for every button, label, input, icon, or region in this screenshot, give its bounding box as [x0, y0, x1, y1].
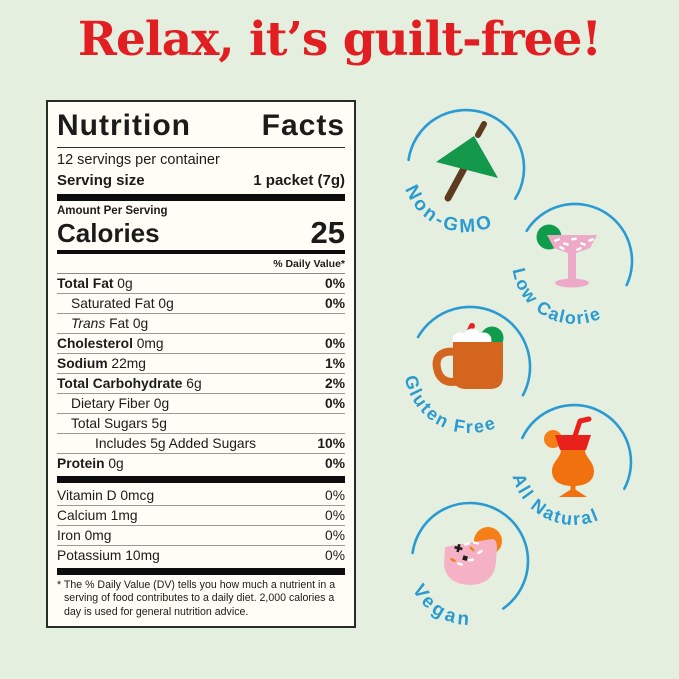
badge-gluten-free: Gluten Free — [400, 297, 540, 437]
nutrient-name: Total Carbohydrate 6g — [57, 376, 202, 391]
serving-size-label: Serving size — [57, 172, 145, 189]
nutrient-row: Total Carbohydrate 6g 2% — [57, 373, 345, 393]
nutrient-name: Total Sugars 5g — [71, 416, 167, 431]
daily-value: 0% — [325, 548, 345, 563]
mule-mug-icon — [432, 323, 504, 389]
headline: Relax, it’s guilt-free! — [77, 12, 602, 67]
daily-value: 0% — [325, 508, 345, 523]
servings-per-container: 12 servings per container — [57, 152, 220, 168]
nutrient-row: Protein 0g 0% — [57, 453, 345, 473]
tropical-drink-icon — [544, 416, 594, 497]
thick-divider — [57, 568, 345, 575]
daily-value: 0% — [325, 276, 345, 291]
cocktail-umbrella-icon — [436, 121, 498, 202]
badge-all-natural: All Natural — [504, 392, 644, 532]
badge-circle — [407, 108, 526, 201]
daily-value: 2% — [325, 376, 345, 391]
nutrient-rows: Total Fat 0g 0% Saturated Fat 0g 0% Trans Fa… — [57, 274, 345, 473]
nutrient-row: Vitamin D 0mcg 0% — [57, 486, 345, 505]
nutrient-row: Calcium 1mg 0% — [57, 505, 345, 525]
daily-value: 0% — [325, 488, 345, 503]
serving-size-value: 1 packet (7g) — [253, 172, 345, 189]
nutrient-name: Protein 0g — [57, 456, 124, 471]
nutrient-row: Includes 5g Added Sugars 10% — [57, 433, 345, 453]
nutrient-name: Total Fat 0g — [57, 276, 133, 291]
badge-circle — [411, 501, 530, 610]
calories-row: Calories 25 — [57, 215, 345, 250]
nutrient-name: Dietary Fiber 0g — [71, 396, 170, 411]
daily-value: 10% — [317, 436, 345, 451]
vitamin-rows: Vitamin D 0mcg 0% Calcium 1mg 0% Iron 0mg 0% P… — [57, 486, 345, 565]
daily-value: 0% — [325, 336, 345, 351]
calories-label: Calories — [57, 218, 160, 248]
nutrient-row: Potassium 10mg 0% — [57, 545, 345, 565]
daily-value: 0% — [325, 296, 345, 311]
nutrient-row: Saturated Fat 0g 0% — [57, 293, 345, 313]
badge-vegan: Vegan — [400, 491, 540, 631]
badge-circle — [416, 305, 532, 397]
nutrient-row: Sodium 22mg 1% — [57, 353, 345, 373]
nutrient-row: Total Fat 0g 0% — [57, 274, 345, 293]
nutrient-name: Calcium 1mg — [57, 508, 138, 523]
divider — [57, 147, 345, 148]
nutrition-facts-title: Nutrition Facts — [57, 109, 345, 142]
calories-value: 25 — [310, 215, 345, 250]
thick-divider — [57, 476, 345, 483]
badge-label: Vegan — [408, 581, 474, 631]
nutrient-row: Total Sugars 5g — [57, 413, 345, 433]
serving-size-row: Serving size 1 packet (7g) — [57, 170, 345, 191]
nutrition-facts-panel: Nutrition Facts 12 servings per containe… — [46, 100, 356, 628]
badge-non-gmo: Non-GMO — [396, 98, 536, 238]
daily-value: 0% — [325, 456, 345, 471]
daily-value-header: % Daily Value* — [57, 256, 345, 274]
nutrient-name: Includes 5g Added Sugars — [95, 436, 257, 451]
coconut-cocktail-icon — [444, 527, 502, 585]
nutrient-name: Sodium 22mg — [57, 356, 146, 371]
daily-value: 0% — [325, 396, 345, 411]
badge-circle — [521, 403, 633, 491]
nutrient-name: Potassium 10mg — [57, 548, 160, 563]
daily-value: 1% — [325, 356, 345, 371]
daily-value-footnote: * The % Daily Value (DV) tells you how m… — [57, 579, 336, 618]
badge-circle — [525, 202, 634, 287]
nutrient-row: Cholesterol 0mg 0% — [57, 333, 345, 353]
amount-per-serving-label: Amount Per Serving — [57, 205, 168, 217]
nutrient-row: Trans Fat 0g — [57, 313, 345, 333]
nutrient-name: Vitamin D 0mcg — [57, 488, 155, 503]
nutrient-row: Dietary Fiber 0g 0% — [57, 393, 345, 413]
nutrient-name: Iron 0mg — [57, 528, 112, 543]
medium-divider — [57, 250, 345, 254]
nutrient-name: Trans Fat 0g — [71, 316, 149, 331]
nutrient-name: Saturated Fat 0g — [71, 296, 174, 311]
margarita-glass-icon — [536, 224, 597, 288]
nutrient-row: Iron 0mg 0% — [57, 525, 345, 545]
nutrient-name: Cholesterol 0mg — [57, 336, 164, 351]
thick-divider — [57, 194, 345, 201]
daily-value: 0% — [325, 528, 345, 543]
badge-low-calorie: Low Calorie — [505, 191, 645, 331]
